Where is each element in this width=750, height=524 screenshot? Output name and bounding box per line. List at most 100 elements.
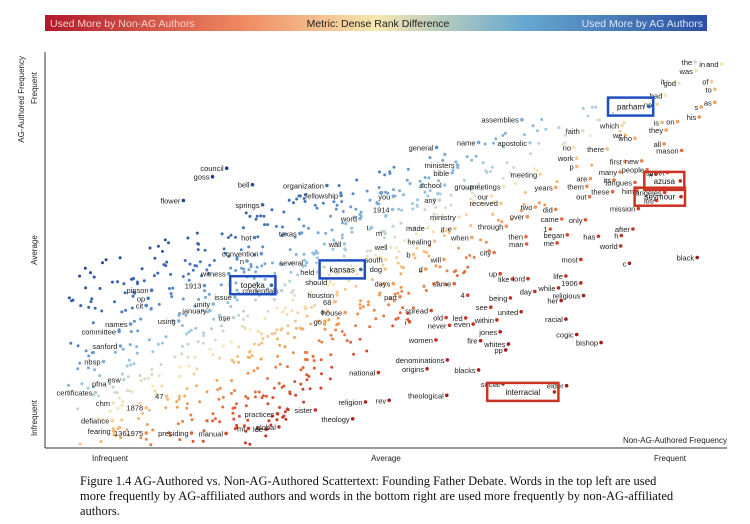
term-point[interactable]: [425, 367, 429, 371]
term-label[interactable]: most: [562, 255, 579, 264]
term-label[interactable]: house: [322, 309, 342, 318]
term-point[interactable]: [583, 218, 588, 222]
term-point[interactable]: [478, 338, 483, 343]
term-point[interactable]: [706, 62, 710, 66]
term-label[interactable]: general: [409, 143, 434, 152]
term-label[interactable]: bible: [433, 169, 449, 178]
term-point[interactable]: [434, 145, 439, 150]
term-point[interactable]: [596, 234, 601, 239]
term-point[interactable]: [665, 79, 670, 84]
term-label[interactable]: faith: [566, 127, 580, 136]
term-label[interactable]: rev: [376, 396, 387, 405]
term-label[interactable]: houston: [307, 291, 334, 300]
term-point[interactable]: [618, 244, 623, 248]
term-label[interactable]: received: [470, 199, 498, 208]
term-label[interactable]: lord: [512, 275, 525, 284]
term-point[interactable]: [231, 315, 236, 320]
highlight-label-kansas[interactable]: kansas: [330, 265, 355, 274]
term-point[interactable]: [407, 320, 412, 324]
term-point[interactable]: [369, 225, 374, 230]
term-point[interactable]: [335, 293, 339, 297]
term-label[interactable]: origins: [402, 365, 424, 374]
term-point[interactable]: [264, 427, 268, 432]
term-point[interactable]: [654, 172, 658, 177]
term-label[interactable]: meeting: [511, 170, 538, 179]
term-point[interactable]: [424, 267, 428, 271]
term-point[interactable]: [384, 257, 388, 262]
term-label[interactable]: women: [408, 336, 433, 345]
term-point[interactable]: [328, 280, 333, 284]
term-point[interactable]: [434, 338, 438, 342]
highlight-point-interracial[interactable]: [552, 390, 557, 394]
term-point[interactable]: [275, 412, 280, 416]
term-point[interactable]: [555, 241, 559, 245]
term-point[interactable]: [181, 198, 186, 203]
term-label[interactable]: angeles: [635, 188, 662, 197]
term-point[interactable]: [445, 393, 449, 398]
term-label[interactable]: of: [702, 78, 709, 87]
term-label[interactable]: healing: [407, 237, 431, 246]
term-point[interactable]: [560, 217, 564, 221]
term-point[interactable]: [528, 141, 532, 145]
term-label[interactable]: los: [644, 197, 654, 206]
term-point[interactable]: [533, 289, 537, 294]
term-point[interactable]: [279, 288, 284, 293]
term-point[interactable]: [474, 184, 479, 189]
term-point[interactable]: [342, 242, 347, 246]
term-label[interactable]: in: [699, 60, 705, 69]
term-label[interactable]: work: [557, 154, 574, 163]
term-point[interactable]: [111, 429, 116, 433]
term-point[interactable]: [476, 368, 481, 372]
term-label[interactable]: there: [587, 145, 604, 154]
term-point[interactable]: [498, 271, 503, 276]
term-label[interactable]: practices: [244, 410, 274, 419]
term-label[interactable]: being: [489, 294, 507, 303]
term-point[interactable]: [429, 308, 434, 313]
term-label[interactable]: word: [340, 215, 357, 224]
term-point[interactable]: [250, 182, 255, 187]
term-label[interactable]: it: [661, 78, 666, 87]
term-point[interactable]: [588, 176, 593, 181]
term-label[interactable]: south: [364, 255, 382, 264]
term-point[interactable]: [631, 227, 635, 231]
term-point[interactable]: [565, 233, 570, 237]
highlight-point-kansas[interactable]: [359, 267, 363, 272]
term-label[interactable]: them: [567, 182, 584, 191]
term-point[interactable]: [526, 276, 530, 281]
term-label[interactable]: esw: [107, 376, 121, 385]
term-label[interactable]: had: [650, 91, 663, 100]
term-label[interactable]: through: [478, 222, 503, 231]
term-point[interactable]: [128, 322, 133, 326]
term-label[interactable]: o: [320, 307, 324, 316]
term-point[interactable]: [697, 115, 702, 119]
term-label[interactable]: theological: [408, 391, 444, 400]
term-label[interactable]: then: [508, 233, 523, 242]
term-label[interactable]: denominations: [396, 356, 445, 365]
term-label[interactable]: using: [158, 317, 176, 326]
term-point[interactable]: [118, 344, 123, 348]
term-point[interactable]: [619, 233, 624, 238]
term-label[interactable]: same: [433, 280, 451, 289]
term-point[interactable]: [572, 145, 576, 150]
term-point[interactable]: [350, 417, 355, 421]
term-label[interactable]: s: [695, 103, 699, 112]
term-label[interactable]: 47: [155, 392, 163, 401]
term-point[interactable]: [339, 193, 343, 198]
term-point[interactable]: [245, 259, 249, 263]
term-point[interactable]: [633, 180, 637, 185]
term-label[interactable]: days: [374, 280, 390, 289]
term-point[interactable]: [111, 401, 115, 405]
term-label[interactable]: fire: [467, 337, 477, 346]
term-label[interactable]: chm: [96, 399, 110, 408]
term-label[interactable]: op: [137, 294, 145, 303]
term-label[interactable]: racial: [545, 315, 563, 324]
term-label[interactable]: on: [666, 118, 674, 127]
term-label[interactable]: began: [543, 231, 564, 240]
term-point[interactable]: [519, 310, 523, 314]
term-point[interactable]: [260, 203, 265, 207]
term-point[interactable]: [383, 267, 387, 271]
term-label[interactable]: 1906: [561, 279, 578, 288]
term-point[interactable]: [426, 226, 430, 230]
term-point[interactable]: [277, 425, 281, 429]
term-point[interactable]: [391, 281, 396, 286]
